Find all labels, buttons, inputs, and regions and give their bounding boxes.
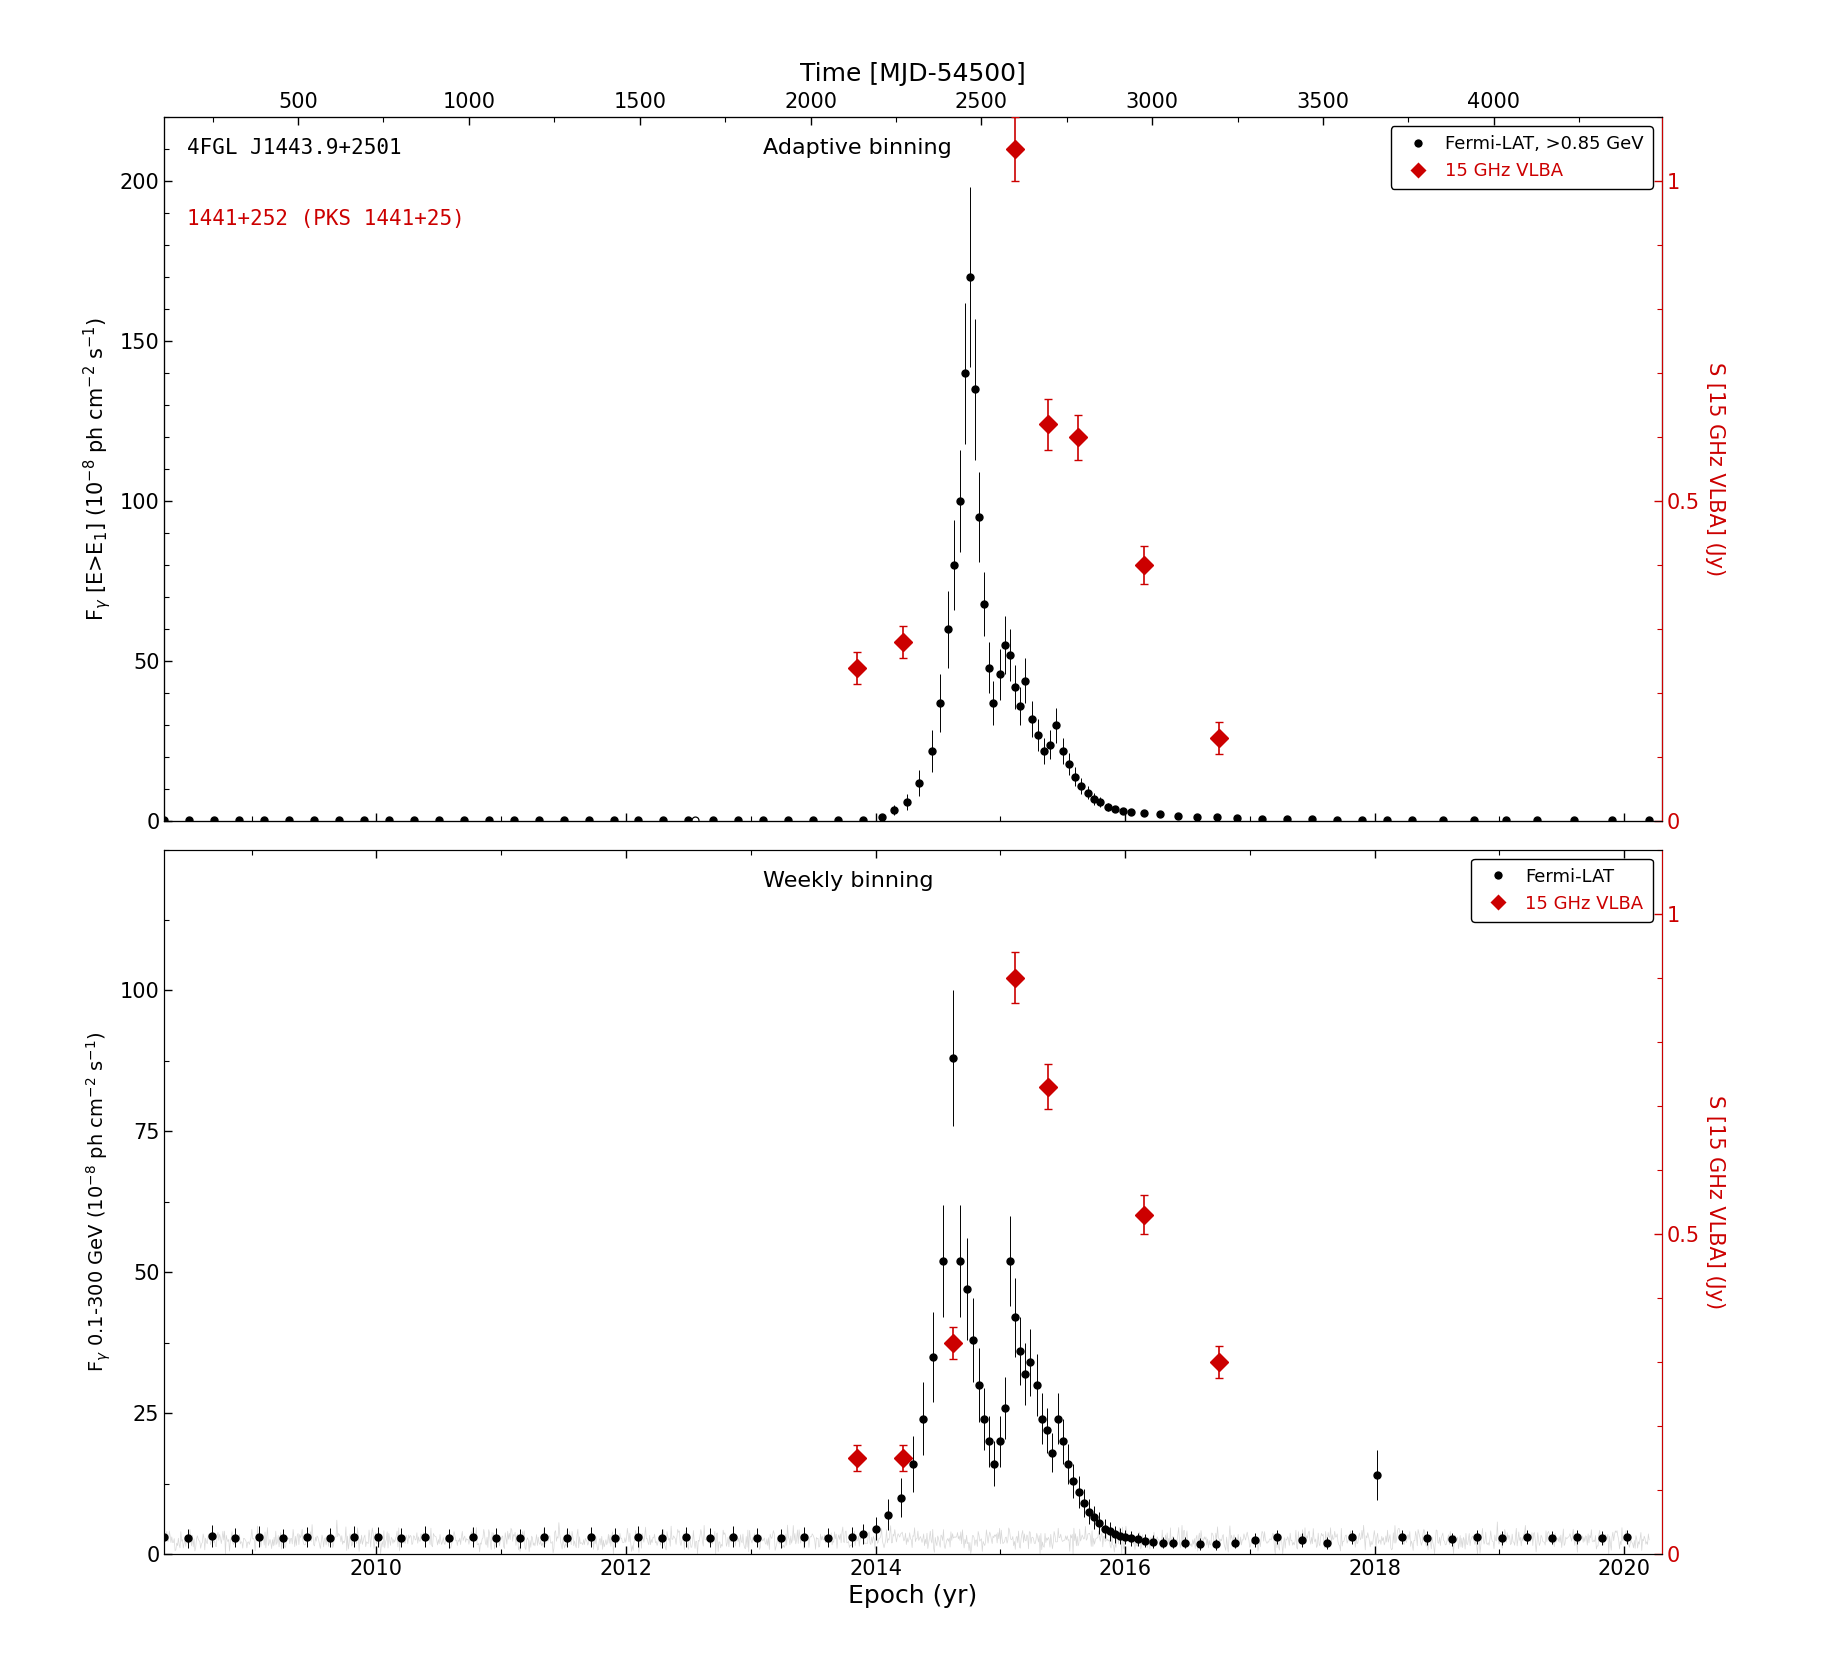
Text: Weekly binning: Weekly binning <box>763 871 933 891</box>
X-axis label: Time [MJD-54500]: Time [MJD-54500] <box>800 62 1026 85</box>
Legend: Fermi-LAT, >0.85 GeV, 15 GHz VLBA: Fermi-LAT, >0.85 GeV, 15 GHz VLBA <box>1391 125 1653 189</box>
Y-axis label: S [15 GHz VLBA] (Jy): S [15 GHz VLBA] (Jy) <box>1705 1095 1724 1308</box>
X-axis label: Epoch (yr): Epoch (yr) <box>849 1584 977 1609</box>
Text: 4FGL J1443.9+2501: 4FGL J1443.9+2501 <box>186 139 402 159</box>
Legend: Fermi-LAT, 15 GHz VLBA: Fermi-LAT, 15 GHz VLBA <box>1472 859 1653 922</box>
Y-axis label: F$_\gamma$ 0.1-300 GeV (10$^{-8}$ ph cm$^{-2}$ s$^{-1}$): F$_\gamma$ 0.1-300 GeV (10$^{-8}$ ph cm$… <box>84 1031 113 1372</box>
Y-axis label: F$_\gamma$ [E>E$_1$] (10$^{-8}$ ph cm$^{-2}$ s$^{-1}$): F$_\gamma$ [E>E$_1$] (10$^{-8}$ ph cm$^{… <box>80 317 113 622</box>
Y-axis label: S [15 GHz VLBA] (Jy): S [15 GHz VLBA] (Jy) <box>1705 363 1724 576</box>
Text: 1441+252 (PKS 1441+25): 1441+252 (PKS 1441+25) <box>186 209 464 229</box>
Text: Adaptive binning: Adaptive binning <box>763 139 951 159</box>
